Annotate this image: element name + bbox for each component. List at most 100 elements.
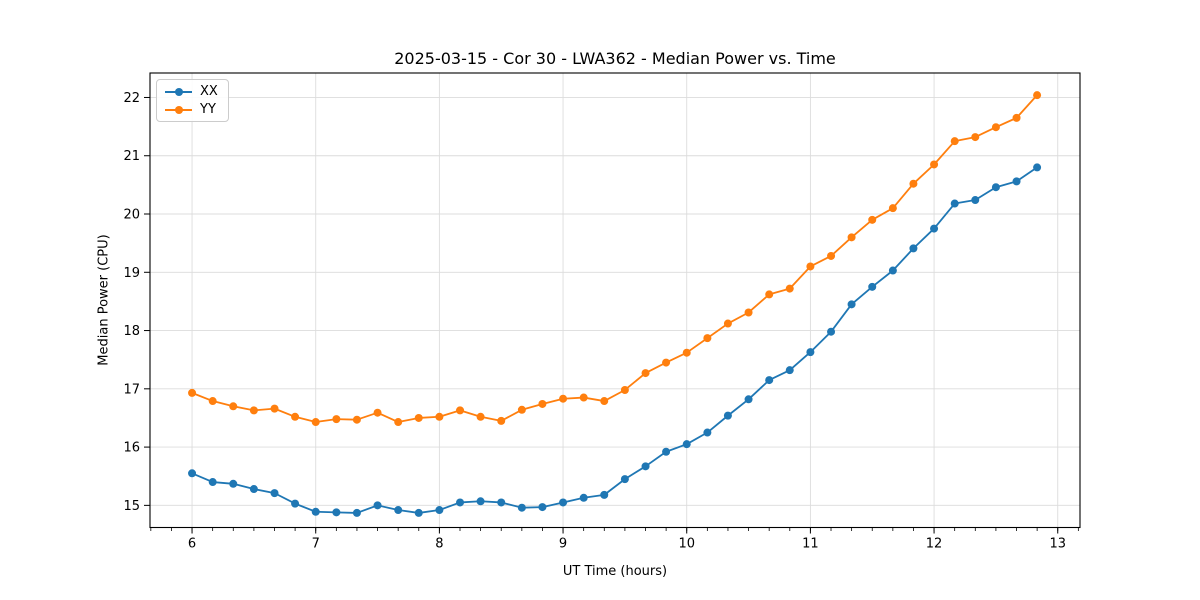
y-axis-label: Median Power (CPU) [96, 234, 112, 366]
series-XX-marker [620, 475, 629, 484]
x-axis-tick-label: 6 [188, 537, 196, 552]
legend-line-marker-xx [165, 87, 192, 96]
series-XX-marker [559, 498, 568, 507]
series-XX-marker [662, 447, 671, 456]
series-XX-marker [785, 366, 794, 375]
series-YY-marker [435, 412, 444, 421]
series-XX-marker [641, 462, 650, 471]
y-axis-tick-label: 18 [123, 324, 140, 339]
series-XX-marker [579, 493, 588, 502]
series-XX-marker [868, 282, 877, 291]
series-XX-marker [971, 196, 980, 205]
series-YY-marker [765, 290, 774, 299]
series-XX-marker [600, 490, 609, 499]
series-XX-marker [394, 506, 403, 515]
series-YY-marker [950, 137, 959, 146]
series-XX-marker [703, 428, 712, 437]
series-YY-marker [930, 160, 939, 169]
series-YY-marker [579, 393, 588, 402]
series-YY-marker [311, 418, 320, 427]
series-YY-marker [868, 215, 877, 224]
series-YY-marker [909, 179, 918, 188]
series-XX-marker [1033, 163, 1042, 172]
series-YY-marker [249, 406, 258, 415]
series-YY-marker [476, 412, 485, 421]
series-XX-marker [332, 508, 341, 517]
series-YY-line [191, 94, 1038, 423]
series-XX-marker [1012, 177, 1021, 186]
series-XX-marker [291, 499, 300, 508]
series-XX-marker [188, 469, 197, 478]
series-YY-marker [291, 412, 300, 421]
series-XX-marker [373, 501, 382, 510]
legend-label-xx: XX [200, 84, 218, 99]
series-YY-marker [332, 415, 341, 424]
series-YY-marker [641, 369, 650, 378]
series-XX-marker [435, 506, 444, 515]
x-axis-label: UT Time (hours) [562, 564, 668, 579]
series-YY-marker [600, 397, 609, 406]
x-axis-tick-label: 8 [435, 537, 443, 552]
series-YY-marker [744, 308, 753, 317]
y-axis-tick-label: 15 [123, 499, 140, 514]
legend-entry-xx: XX [165, 85, 218, 98]
series-YY-marker [785, 284, 794, 293]
series-YY-marker [373, 408, 382, 417]
x-axis-tick-label: 9 [559, 537, 567, 552]
series-YY-marker [270, 404, 279, 413]
series-XX-marker [229, 479, 238, 488]
y-axis-tick-label: 19 [123, 266, 140, 281]
series-XX-marker [414, 508, 423, 517]
series-YY-marker [847, 233, 856, 242]
series-YY-marker [682, 348, 691, 357]
y-axis-tick-label: 21 [123, 149, 140, 164]
series-XX-marker [744, 395, 753, 404]
legend-entry-yy: YY [165, 103, 218, 116]
series-XX-marker [352, 508, 361, 517]
legend-label-yy: YY [200, 102, 216, 117]
series-XX-marker [950, 199, 959, 208]
series-YY-marker [208, 397, 217, 406]
series-YY-marker [538, 399, 547, 408]
series-XX-marker [517, 503, 526, 512]
series-XX-marker [847, 300, 856, 309]
series-XX-marker [497, 498, 506, 507]
series-YY-marker [456, 406, 465, 415]
series-YY-marker [188, 388, 197, 397]
series-XX-marker [827, 327, 836, 336]
series-YY-marker [394, 418, 403, 427]
series-XX-marker [456, 498, 465, 507]
series-XX-marker [888, 266, 897, 275]
series-YY-marker [1033, 91, 1042, 100]
x-axis-tick-label: 11 [802, 537, 819, 552]
series-XX-line [191, 166, 1038, 514]
series-YY-marker [888, 204, 897, 213]
y-axis-tick-label: 22 [123, 91, 140, 106]
y-axis-tick-label: 20 [123, 208, 140, 223]
series-XX-marker [249, 485, 258, 494]
x-axis-tick-label: 10 [678, 537, 695, 552]
series-YY-marker [352, 415, 361, 424]
series-XX-marker [909, 244, 918, 253]
legend-line-marker-yy [165, 105, 192, 114]
series-XX-marker [476, 497, 485, 506]
series-YY-marker [620, 385, 629, 394]
x-axis-tick-label: 12 [926, 537, 943, 552]
series-XX-marker [930, 224, 939, 233]
series-XX-marker [270, 489, 279, 498]
series-YY-marker [971, 133, 980, 142]
series-XX-marker [723, 411, 732, 420]
axes-frame [149, 72, 1081, 529]
x-axis-tick-label: 7 [312, 537, 320, 552]
series-YY-marker [991, 123, 1000, 132]
series-YY-marker [517, 405, 526, 414]
series-YY-marker [559, 394, 568, 403]
series-XX-marker [806, 348, 815, 357]
series-YY-marker [827, 251, 836, 260]
x-axis-tick-label: 13 [1049, 537, 1066, 552]
series-XX-marker [208, 478, 217, 487]
legend: XX YY [156, 79, 229, 122]
series-YY-marker [723, 319, 732, 328]
